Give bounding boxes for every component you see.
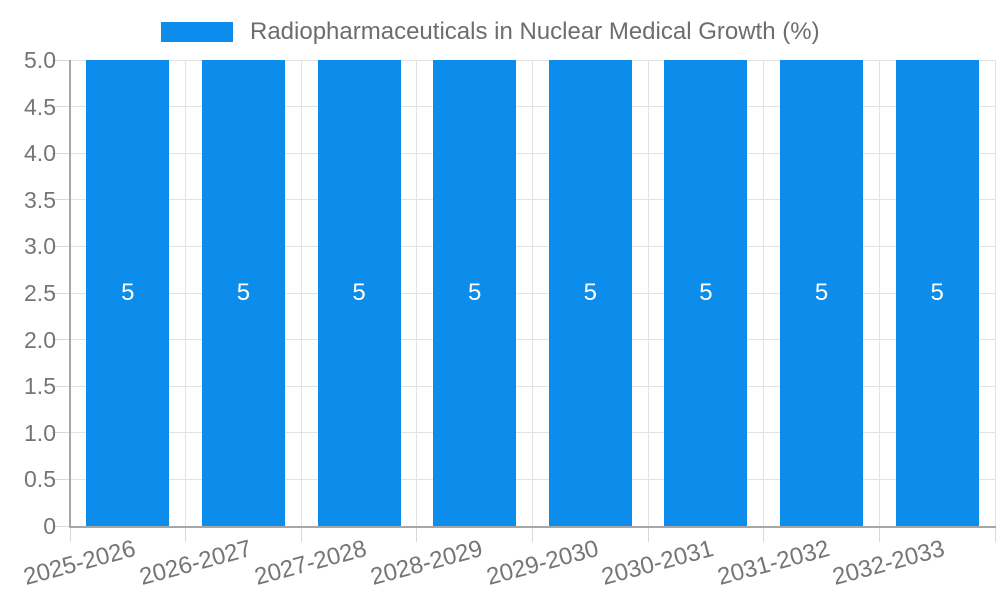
bar-value-label: 5 [236,279,251,306]
gridline-vertical [300,60,302,526]
x-axis-tick-label: 2027-2028 [251,535,370,591]
y-axis-tick-label: 5.0 [24,47,56,73]
bar [780,60,864,526]
x-axis-tick-label: 2025-2026 [20,535,139,591]
bar [201,60,285,526]
x-axis-tick-label: 2030-2031 [598,535,717,591]
gridline-vertical [532,60,533,526]
y-axis-tick [52,478,70,480]
y-axis-tick [52,245,70,247]
bar-value-label: 5 [352,279,366,306]
y-axis-tick-label: 2.5 [24,280,56,306]
y-axis-tick-label: 0 [43,513,56,539]
x-axis-tick [763,526,765,542]
x-axis-tick-label: 2031-2032 [714,535,833,591]
y-axis-tick [52,385,70,387]
x-axis-tick [300,526,302,542]
x-axis-line [69,526,996,528]
x-axis-tick [416,526,418,542]
x-axis-tick [647,526,649,542]
y-axis-tick-label: 2.0 [24,326,56,353]
bar-value-label: 5 [583,279,597,306]
bar [86,60,170,526]
bar [664,60,748,526]
legend-swatch [161,22,233,42]
y-axis-tick [52,152,70,154]
y-axis-tick-label: 4.0 [24,140,56,167]
bar-value-label: 5 [699,279,713,306]
bar [433,60,517,526]
y-axis-tick-label: 4.5 [24,93,56,120]
gridline-vertical [185,60,187,526]
y-axis-tick [52,432,70,434]
bar-value-label: 5 [814,279,829,306]
bar [317,60,401,526]
x-axis-tick [185,526,187,542]
x-axis-tick [69,526,71,542]
x-axis-tick [532,526,533,542]
bar-value-label: 5 [121,279,135,306]
y-axis-tick [52,59,70,61]
y-axis-tick [52,292,70,294]
y-axis-tick [52,106,70,108]
y-axis-tick-label: 3.0 [24,233,56,260]
y-axis-tick [52,199,70,201]
x-axis-tick [994,526,996,542]
y-axis-tick-label: 0.5 [24,466,56,493]
bar-value-label: 5 [930,279,944,306]
y-axis-tick-label: 1.5 [24,373,56,400]
gridline-vertical [994,60,996,526]
x-axis-tick [878,526,880,542]
gridline-vertical [763,60,765,526]
y-axis-tick-label: 3.5 [24,186,56,213]
y-axis-line [69,60,71,528]
x-axis-tick-label: 2032-2033 [830,535,948,591]
x-axis-tick-label: 2029-2030 [483,535,602,591]
bar-value-label: 5 [468,279,482,306]
gridline-vertical [647,60,649,526]
gridline-vertical [416,60,418,526]
chart-title: Radiopharmaceuticals in Nuclear Medical … [250,18,820,45]
x-axis-tick-label: 2028-2029 [367,535,486,591]
y-axis-tick [52,525,70,527]
chart-legend: Radiopharmaceuticals in Nuclear Medical … [161,14,820,50]
gridline-vertical [878,60,880,526]
x-axis-tick-label: 2026-2027 [136,535,255,591]
bar [895,60,979,526]
y-axis-tick [52,339,70,341]
y-axis-tick-label: 1.0 [24,419,56,446]
bar [548,60,632,526]
